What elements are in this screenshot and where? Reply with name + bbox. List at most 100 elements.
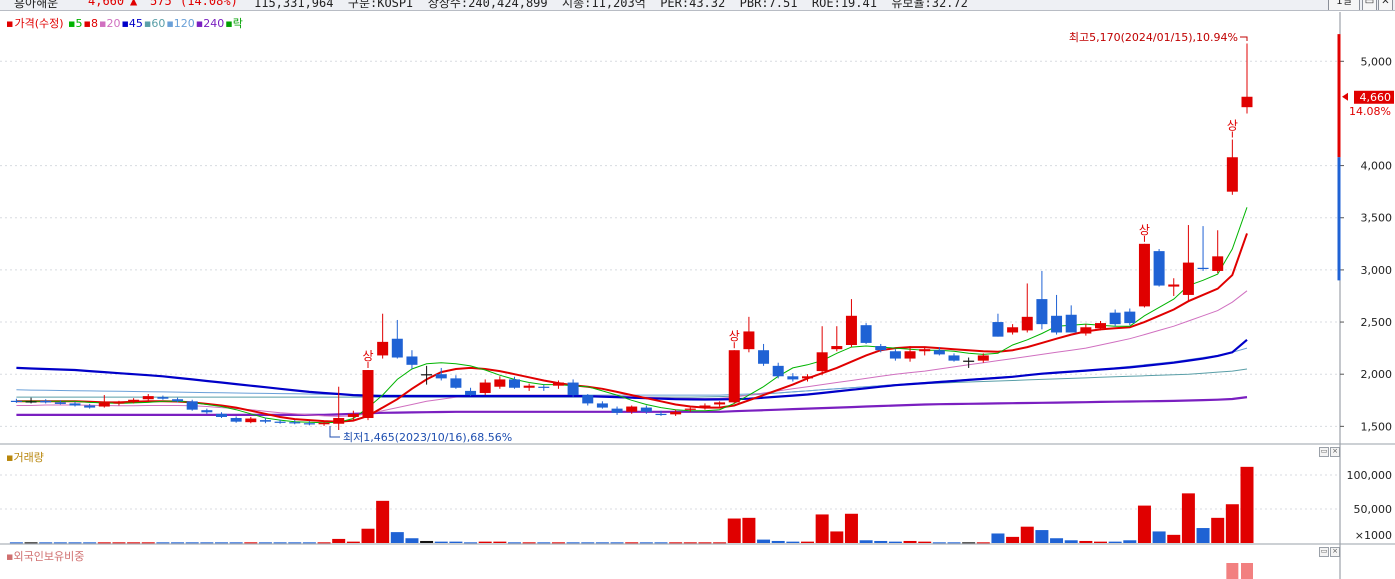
candle-body xyxy=(157,397,169,399)
candle-body xyxy=(802,376,813,379)
price-tick-label: 3,500 xyxy=(1361,212,1393,225)
legend-ma-5[interactable]: ▪5 xyxy=(68,17,83,30)
candle-body xyxy=(172,399,184,402)
candle-body xyxy=(1168,284,1180,287)
legend-ma-8[interactable]: ▪8 xyxy=(83,17,98,30)
legend-ma-45[interactable]: ▪45 xyxy=(121,17,143,30)
ma45-line xyxy=(16,338,1248,401)
price-change: 575 xyxy=(150,0,172,8)
volume-bar xyxy=(420,540,434,543)
candle-body xyxy=(69,403,81,406)
candle-body xyxy=(1241,96,1253,108)
candle-body xyxy=(333,418,345,424)
volume-label-text: 거래량 xyxy=(13,451,44,464)
legend-ma-120[interactable]: ▪120 xyxy=(166,17,195,30)
candle-body xyxy=(670,411,682,415)
volume-bar xyxy=(464,542,478,544)
candle-body xyxy=(509,379,520,388)
minimize-icon[interactable]: ▭ xyxy=(1362,0,1377,10)
volume-bar xyxy=(1079,540,1093,543)
candle-body xyxy=(84,405,96,408)
volume-bar xyxy=(39,542,53,544)
volume-bar xyxy=(127,542,141,544)
candle-body xyxy=(552,382,564,386)
candle-body xyxy=(435,374,447,379)
volume-bar xyxy=(273,542,287,544)
volume-bar xyxy=(229,542,243,544)
candle-body xyxy=(186,401,198,410)
candle-body xyxy=(245,418,257,423)
candle-body xyxy=(421,374,433,376)
volume-bar xyxy=(1240,466,1254,543)
candle-body xyxy=(450,378,462,388)
volume-bar xyxy=(53,542,67,544)
high-arrow-icon xyxy=(1240,36,1248,41)
candle-body xyxy=(758,350,770,364)
legend-ma-락[interactable]: ▪락 xyxy=(225,17,243,30)
volume-unit-label: ×1000 xyxy=(1355,529,1392,542)
candle-body xyxy=(977,355,989,361)
volume-bar xyxy=(918,541,932,543)
volume-bar xyxy=(68,542,82,544)
volume-bar xyxy=(200,542,214,544)
price-tick-label: 1,500 xyxy=(1361,420,1393,433)
candle-body xyxy=(831,346,843,350)
volume-bar xyxy=(185,542,199,544)
candle-body xyxy=(684,408,696,410)
legend-ma-20[interactable]: ▪20 xyxy=(98,17,121,30)
candle-body xyxy=(1226,157,1238,192)
volume-marker-icon: ▪ xyxy=(6,451,14,464)
volume-bar xyxy=(976,542,990,544)
volume-bar xyxy=(566,542,580,544)
candle-body xyxy=(479,382,491,393)
candle-body xyxy=(1080,327,1092,334)
candle-body xyxy=(54,402,66,404)
legend-ma-240[interactable]: ▪240 xyxy=(195,17,225,30)
close-icon[interactable]: ✕ xyxy=(1378,0,1393,10)
candle-body xyxy=(406,356,418,365)
foreign-marker-icon: ▪ xyxy=(6,550,14,563)
candle-body xyxy=(494,379,506,387)
candle-body xyxy=(875,346,887,351)
volume-bar xyxy=(1064,540,1078,543)
pane-minimize-icon[interactable]: ▭ xyxy=(1319,547,1329,557)
foreign-ratio-bar xyxy=(1226,563,1239,579)
volume-bar xyxy=(639,542,653,544)
volume-tick-label: 50,000 xyxy=(1354,503,1393,516)
candle-body xyxy=(889,351,901,359)
volume-bar xyxy=(288,542,302,544)
volume-bar xyxy=(361,528,375,543)
candle-body xyxy=(303,423,315,425)
candle-body xyxy=(1138,243,1150,307)
candle-body xyxy=(523,385,535,388)
volume-bar xyxy=(727,518,741,543)
volume-bar xyxy=(815,514,829,543)
volume-bar xyxy=(537,542,551,544)
candle-body xyxy=(113,402,125,404)
stock-info-bar: 흥아해운 4,660 ▲ 575 (14.08%) 115,331,964 구분… xyxy=(0,0,1395,11)
high-annotation: 최고5,170(2024/01/15),10.94% xyxy=(1069,31,1238,44)
volume-bar xyxy=(991,533,1005,543)
pane-minimize-icon[interactable]: ▭ xyxy=(1319,447,1329,457)
candle-body xyxy=(860,325,872,343)
period-button[interactable]: 1일 xyxy=(1328,0,1360,10)
candle-body xyxy=(582,395,594,404)
candle-body xyxy=(201,410,213,413)
legend-price-label[interactable]: 가격(수정) xyxy=(14,17,64,30)
volume-bar xyxy=(493,541,507,543)
volume-bar xyxy=(376,500,390,543)
volume-bar xyxy=(888,541,902,543)
legend-ma-60[interactable]: ▪60 xyxy=(143,17,166,30)
candle-body xyxy=(216,413,227,417)
price-tick-label: 4,000 xyxy=(1361,160,1393,173)
moving-averages xyxy=(16,207,1248,424)
change-arrow: ▲ xyxy=(130,0,138,8)
candle-body xyxy=(816,352,828,372)
volume-bar xyxy=(171,542,185,544)
candle-body xyxy=(699,405,711,408)
volume-tick-label: 100,000 xyxy=(1347,469,1393,482)
volume-bar xyxy=(1225,504,1239,543)
candle-body xyxy=(362,370,374,419)
volume-bar xyxy=(830,531,844,543)
